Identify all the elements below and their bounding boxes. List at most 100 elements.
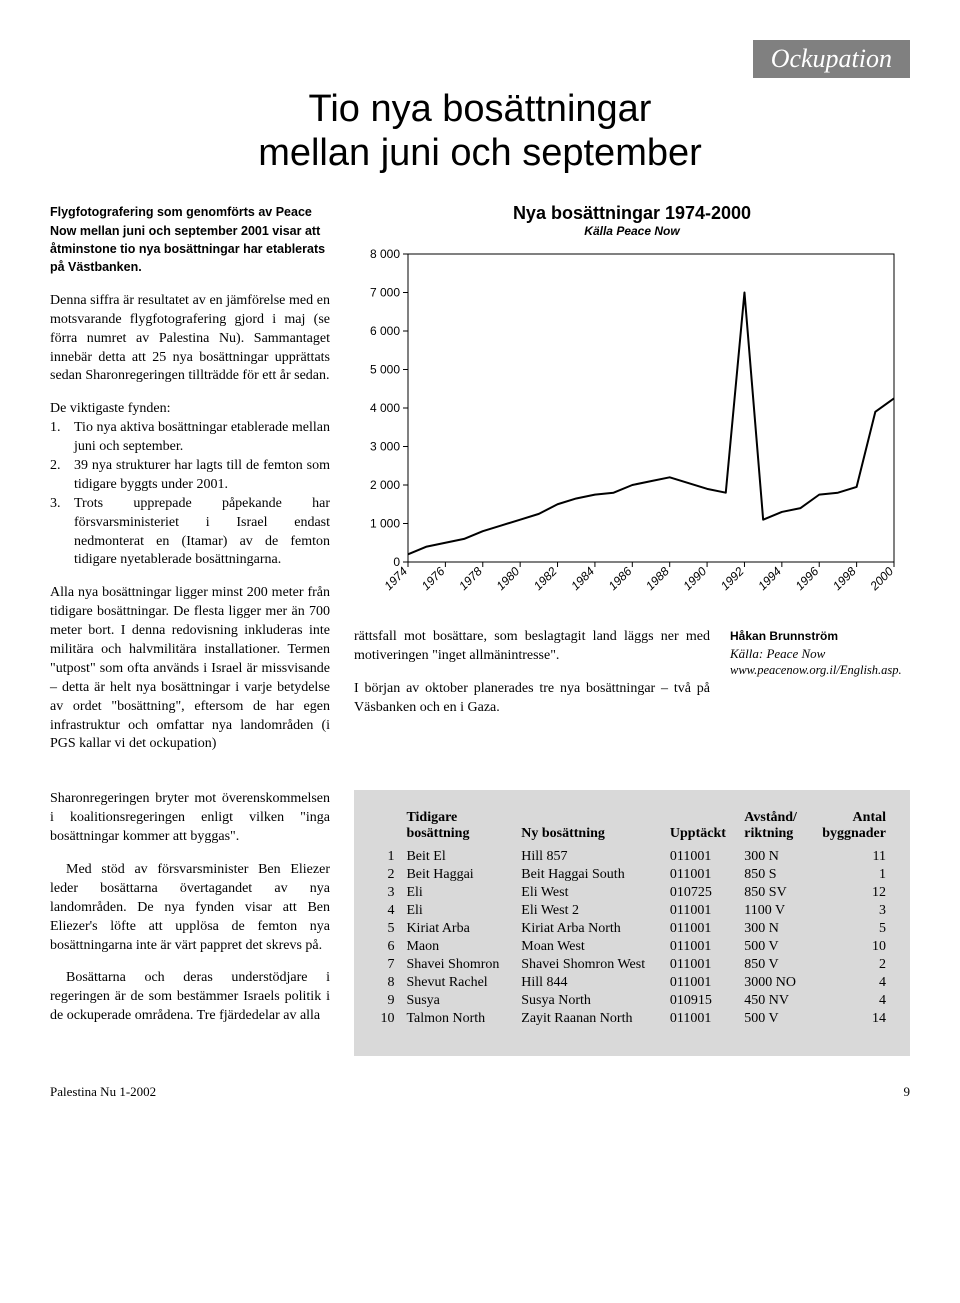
svg-text:1986: 1986 bbox=[606, 564, 635, 593]
table-row: 4EliEli West 20110011100 V3 bbox=[372, 902, 892, 920]
table-row: 1Beit ElHill 857011001300 N11 bbox=[372, 848, 892, 866]
table-header-row: Tidigarebosättning Ny bosättning Upptäck… bbox=[372, 808, 892, 848]
svg-text:8 000: 8 000 bbox=[370, 248, 400, 261]
table-cell: 011001 bbox=[664, 848, 738, 866]
table-body: 1Beit ElHill 857011001300 N112Beit Hagga… bbox=[372, 848, 892, 1028]
mid-col-1: rättsfall mot bosättare, som beslagtagit… bbox=[354, 628, 710, 732]
chart-area: 01 0002 0003 0004 0005 0006 0007 0008 00… bbox=[354, 248, 910, 608]
th-new: Ny bosättning bbox=[515, 808, 664, 848]
table-row: 5Kiriat ArbaKiriat Arba North011001300 N… bbox=[372, 920, 892, 938]
main-columns: Flygfotografering som genomförts av Peac… bbox=[50, 203, 910, 768]
footer-left: Palestina Nu 1-2002 bbox=[50, 1084, 156, 1100]
table-cell: Shavei Shomron bbox=[400, 956, 515, 974]
table-cell: 500 V bbox=[738, 938, 809, 956]
chart-title-block: Nya bosättningar 1974-2000 Källa Peace N… bbox=[354, 203, 910, 238]
svg-text:4 000: 4 000 bbox=[370, 401, 400, 415]
svg-text:1988: 1988 bbox=[643, 564, 672, 593]
svg-text:1976: 1976 bbox=[419, 564, 448, 593]
lower-right-column: Tidigarebosättning Ny bosättning Upptäck… bbox=[354, 790, 910, 1056]
table-cell: 011001 bbox=[664, 1010, 738, 1028]
title-line1: Tio nya bosättningar bbox=[309, 88, 652, 130]
svg-text:1984: 1984 bbox=[568, 564, 597, 593]
table-cell: Moan West bbox=[515, 938, 664, 956]
table-row: 7Shavei ShomronShavei Shomron West011001… bbox=[372, 956, 892, 974]
table-cell: Shevut Rachel bbox=[400, 974, 515, 992]
svg-text:1982: 1982 bbox=[531, 564, 560, 593]
table-cell: 4 bbox=[809, 974, 892, 992]
table-cell: Beit Haggai bbox=[400, 866, 515, 884]
list-num: 2. bbox=[50, 457, 68, 495]
svg-text:1992: 1992 bbox=[718, 564, 747, 593]
svg-text:1996: 1996 bbox=[793, 564, 822, 593]
table-cell: 5 bbox=[372, 920, 400, 938]
table-cell: Eli West bbox=[515, 884, 664, 902]
left-column: Flygfotografering som genomförts av Peac… bbox=[50, 203, 330, 768]
table-cell: 3 bbox=[372, 884, 400, 902]
findings-list: 1.Tio nya aktiva bosättningar etablerade… bbox=[50, 419, 330, 570]
settlements-table-wrap: Tidigarebosättning Ny bosättning Upptäck… bbox=[354, 790, 910, 1056]
table-cell: Zayit Raanan North bbox=[515, 1010, 664, 1028]
settlements-table: Tidigarebosättning Ny bosättning Upptäck… bbox=[372, 808, 892, 1028]
table-row: 8Shevut RachelHill 8440110013000 NO4 bbox=[372, 974, 892, 992]
table-cell: 011001 bbox=[664, 920, 738, 938]
table-cell: 011001 bbox=[664, 902, 738, 920]
table-cell: Hill 857 bbox=[515, 848, 664, 866]
table-cell: 850 S bbox=[738, 866, 809, 884]
table-cell: 300 N bbox=[738, 848, 809, 866]
svg-text:2 000: 2 000 bbox=[370, 478, 400, 492]
footer-right: 9 bbox=[904, 1084, 911, 1100]
table-cell: 450 NV bbox=[738, 992, 809, 1010]
svg-text:7 000: 7 000 bbox=[370, 286, 400, 300]
table-cell: Beit El bbox=[400, 848, 515, 866]
table-cell: Beit Haggai South bbox=[515, 866, 664, 884]
table-cell: 3000 NO bbox=[738, 974, 809, 992]
section-label: Ockupation bbox=[753, 40, 910, 78]
table-cell: 2 bbox=[372, 866, 400, 884]
top-banner: Ockupation bbox=[50, 40, 910, 78]
table-row: 2Beit HaggaiBeit Haggai South011001850 S… bbox=[372, 866, 892, 884]
table-row: 3EliEli West010725850 SV12 bbox=[372, 884, 892, 902]
lower-left-column: Sharonregeringen bryter mot överenskomme… bbox=[50, 790, 330, 1056]
svg-text:1980: 1980 bbox=[493, 564, 522, 593]
page-footer: Palestina Nu 1-2002 9 bbox=[50, 1084, 910, 1100]
table-cell: 3 bbox=[809, 902, 892, 920]
th-dist: Avstånd/riktning bbox=[738, 808, 809, 848]
list-item: 1.Tio nya aktiva bosättningar etablerade… bbox=[50, 419, 330, 457]
mid-p2: I början av oktober planerades tre nya b… bbox=[354, 680, 710, 718]
list-item: 2.39 nya strukturer har lagts till de fe… bbox=[50, 457, 330, 495]
table-cell: 4 bbox=[372, 902, 400, 920]
table-cell: Eli bbox=[400, 884, 515, 902]
lower-p2: Med stöd av försvarsminister Ben Eliezer… bbox=[50, 861, 330, 955]
table-cell: 10 bbox=[372, 1010, 400, 1028]
svg-text:1 000: 1 000 bbox=[370, 517, 400, 531]
table-cell: 1 bbox=[809, 866, 892, 884]
list-num: 3. bbox=[50, 495, 68, 571]
table-cell: Susya North bbox=[515, 992, 664, 1010]
table-cell: Eli bbox=[400, 902, 515, 920]
table-cell: 8 bbox=[372, 974, 400, 992]
line-chart: 01 0002 0003 0004 0005 0006 0007 0008 00… bbox=[354, 248, 904, 608]
table-cell: 850 SV bbox=[738, 884, 809, 902]
table-cell: 11 bbox=[809, 848, 892, 866]
list-intro: De viktigaste fynden: bbox=[50, 400, 330, 419]
table-cell: 011001 bbox=[664, 938, 738, 956]
byline-source: Källa: Peace Now bbox=[730, 645, 910, 663]
table-cell: 7 bbox=[372, 956, 400, 974]
list-num: 1. bbox=[50, 419, 68, 457]
svg-text:1974: 1974 bbox=[381, 564, 410, 593]
table-row: 10Talmon NorthZayit Raanan North01100150… bbox=[372, 1010, 892, 1028]
table-cell: 300 N bbox=[738, 920, 809, 938]
mid-p1: rättsfall mot bosättare, som beslagtagit… bbox=[354, 628, 710, 666]
table-cell: 011001 bbox=[664, 866, 738, 884]
list-text: Tio nya aktiva bosättningar etablerade m… bbox=[74, 419, 330, 457]
chart-title: Nya bosättningar 1974-2000 bbox=[354, 203, 910, 224]
table-cell: 12 bbox=[809, 884, 892, 902]
svg-text:1990: 1990 bbox=[680, 564, 709, 593]
th-found: Upptäckt bbox=[664, 808, 738, 848]
lower-section: Sharonregeringen bryter mot överenskomme… bbox=[50, 790, 910, 1056]
table-cell: 2 bbox=[809, 956, 892, 974]
mid-row: rättsfall mot bosättare, som beslagtagit… bbox=[354, 628, 910, 732]
table-cell: 1 bbox=[372, 848, 400, 866]
svg-text:1994: 1994 bbox=[755, 564, 784, 593]
table-cell: 10 bbox=[809, 938, 892, 956]
